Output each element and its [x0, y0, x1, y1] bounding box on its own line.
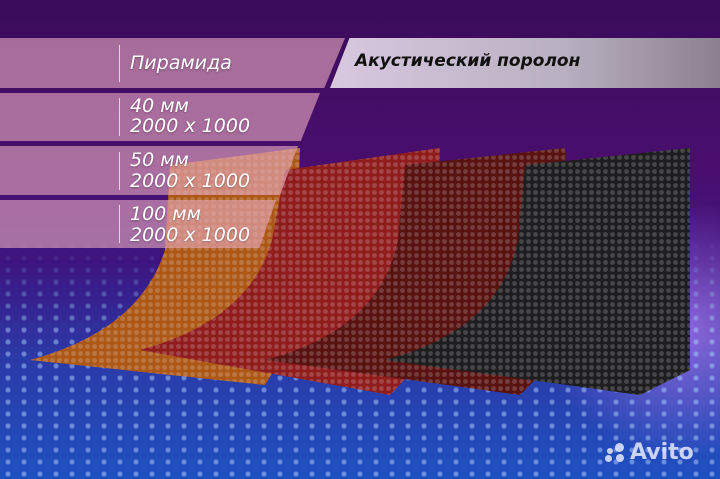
size-band-100 [0, 200, 276, 248]
thickness-label: 40 мм [130, 95, 189, 117]
thickness-label: 50 мм [130, 149, 189, 171]
divider [119, 205, 120, 243]
watermark-text: Avito [630, 440, 694, 465]
dimensions-label: 2000 x 1000 [130, 224, 251, 246]
foam-sheet-black [385, 148, 690, 395]
size-band-40 [0, 93, 320, 141]
type-label: Пирамида [130, 52, 232, 74]
dimensions-label: 2000 x 1000 [130, 170, 251, 192]
type-band [0, 38, 345, 88]
title-band [330, 38, 720, 88]
divider [119, 152, 120, 190]
avito-logo-icon [605, 442, 627, 463]
product-title: Акустический поролон [355, 51, 581, 71]
size-band-50 [0, 146, 298, 195]
divider [119, 45, 120, 82]
divider [119, 98, 120, 136]
avito-watermark: Avito [605, 440, 694, 465]
thickness-label: 100 мм [130, 203, 201, 225]
dimensions-label: 2000 x 1000 [130, 115, 251, 137]
